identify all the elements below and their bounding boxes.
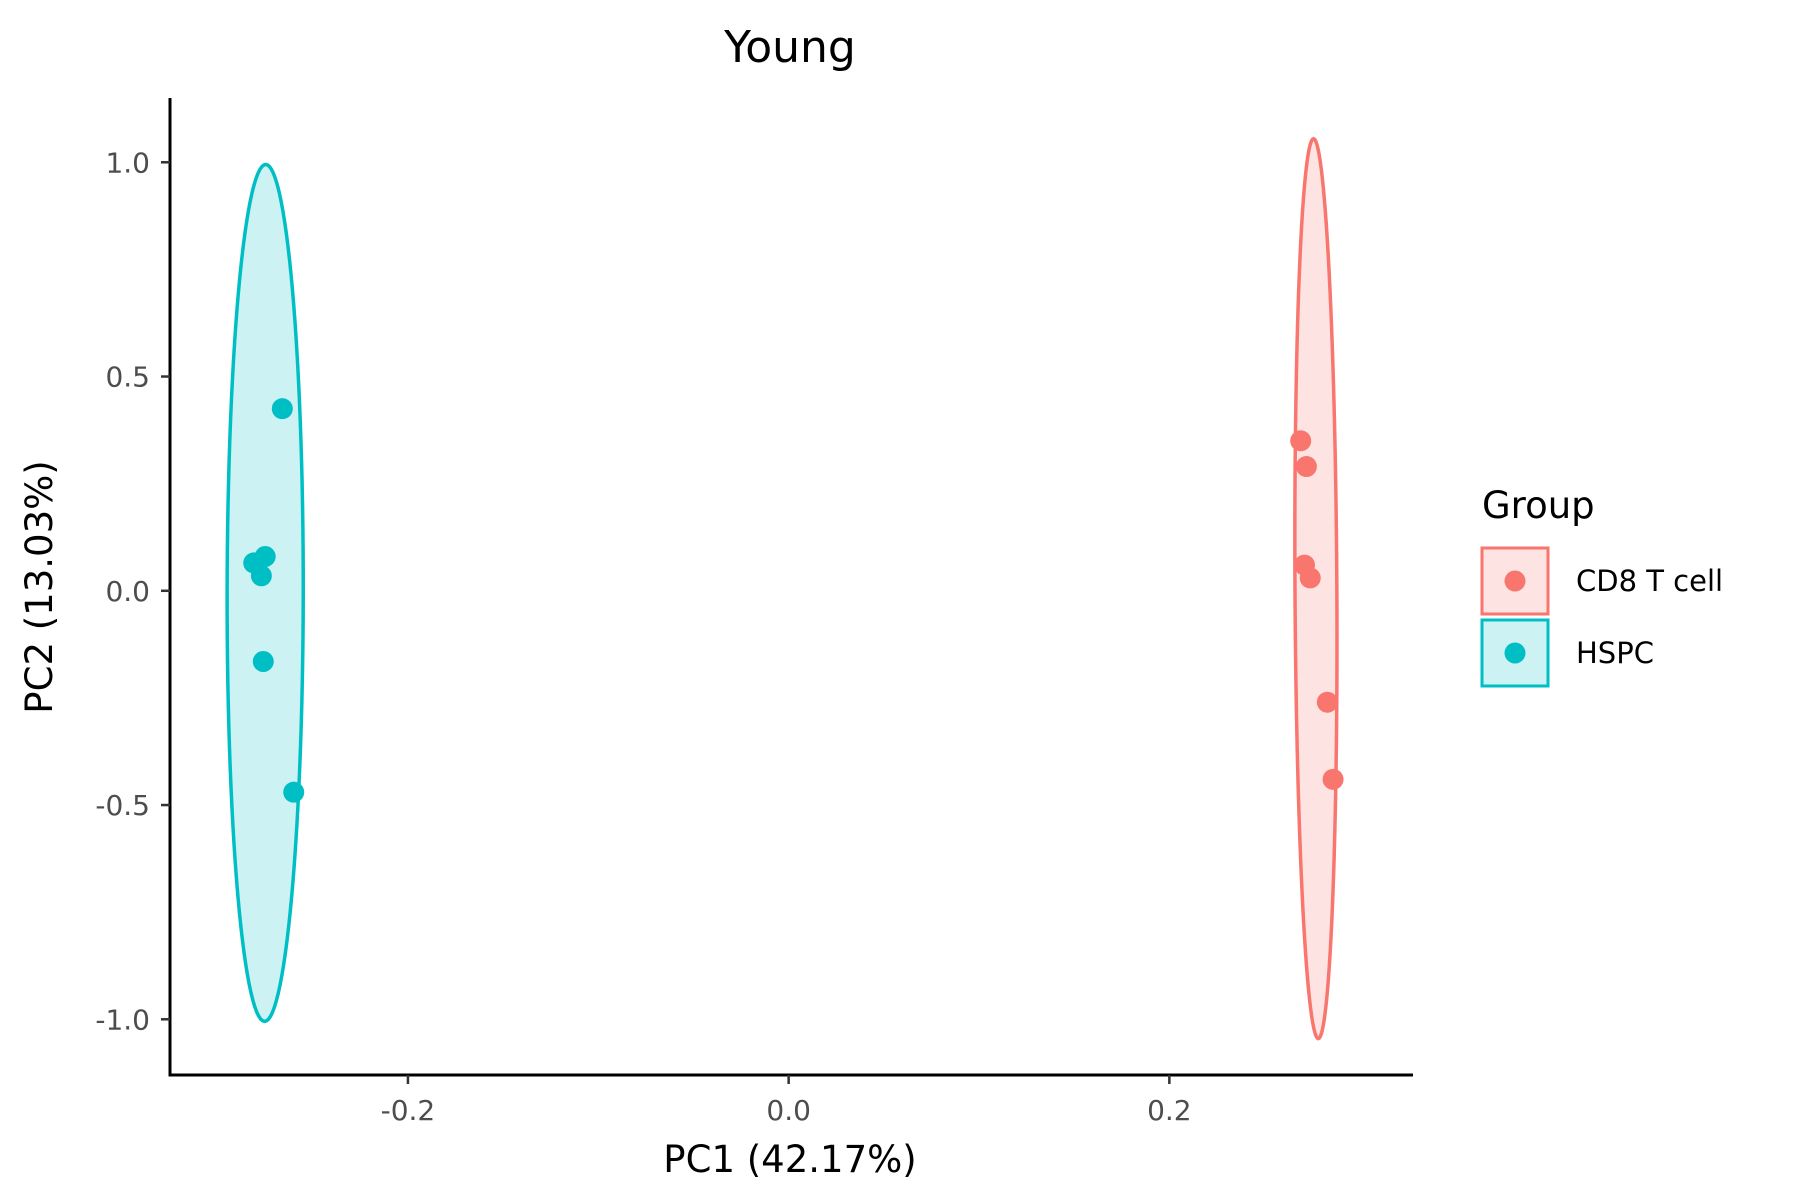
y-tick-label: -0.5	[95, 789, 150, 822]
point-hspc-4	[251, 565, 272, 586]
chart-title: Young	[723, 22, 856, 73]
ellipse-hspc	[227, 164, 303, 1021]
x-axis-ticks: -0.2 0.0 0.2	[381, 1075, 1192, 1127]
confidence-ellipses	[227, 139, 1337, 1039]
x-tick-label: 0.0	[766, 1094, 811, 1127]
legend-title: Group	[1482, 484, 1595, 527]
y-tick-label: -1.0	[95, 1003, 150, 1036]
data-points	[243, 398, 1343, 803]
legend: Group CD8 T cell HSPC	[1482, 484, 1723, 686]
point-cd8-t-cell-4	[1300, 567, 1321, 588]
legend-label-cd8-t-cell: CD8 T cell	[1576, 564, 1723, 598]
y-axis-ticks: 1.0 0.5 0.0 -0.5 -1.0	[95, 146, 170, 1036]
point-hspc-1	[272, 398, 293, 419]
legend-marker-hspc	[1505, 643, 1526, 664]
point-hspc-6	[283, 782, 304, 803]
y-tick-label: 0.0	[105, 575, 150, 608]
legend-items: CD8 T cell HSPC	[1482, 548, 1723, 686]
point-cd8-t-cell-1	[1290, 430, 1311, 451]
point-cd8-t-cell-2	[1296, 456, 1317, 477]
y-axis-title: PC2 (13.03%)	[18, 460, 61, 713]
point-cd8-t-cell-6	[1323, 769, 1344, 790]
point-hspc-5	[253, 651, 274, 672]
legend-marker-cd8-t-cell	[1505, 571, 1526, 592]
y-tick-label: 0.5	[105, 361, 150, 394]
legend-label-hspc: HSPC	[1576, 636, 1654, 670]
x-axis-title: PC1 (42.17%)	[663, 1138, 916, 1181]
ellipse-cd8-t-cell	[1295, 139, 1337, 1039]
y-tick-label: 1.0	[105, 146, 150, 179]
x-tick-label: 0.2	[1147, 1094, 1192, 1127]
x-tick-label: -0.2	[381, 1094, 436, 1127]
point-cd8-t-cell-5	[1317, 692, 1338, 713]
